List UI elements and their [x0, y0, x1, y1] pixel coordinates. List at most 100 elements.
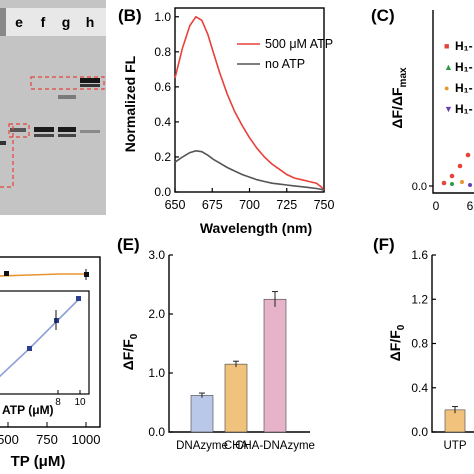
gel-panel: e f g h	[0, 0, 106, 215]
panel-b-xtick-label: 650	[165, 198, 186, 212]
panel-b-x-axis: 650 675 700 725 750	[165, 188, 335, 212]
bar	[190, 395, 214, 433]
panel-e-ylabel-main: ΔF/F	[120, 339, 136, 371]
panel-f-axes	[431, 255, 474, 433]
panel-b-ytick-label: 0.4	[154, 115, 171, 129]
panel-d-inset-xtick-label: 10	[74, 397, 86, 408]
panel-b-ytick-label: 0.8	[154, 45, 171, 59]
panel-d-main-curve	[0, 273, 88, 277]
panel-f-ylabel-main: ΔF/F	[387, 330, 403, 362]
gel-lane-label-strip	[0, 8, 106, 36]
panel-c-ylabel-main: ΔF/ΔF	[389, 87, 405, 129]
panel-label-b: (B)	[118, 6, 142, 25]
gel-lane-label-g: g	[62, 14, 71, 30]
gel-band	[34, 127, 54, 132]
gel-band	[58, 127, 76, 132]
panel-c-point	[450, 182, 454, 186]
panel-b-ytick-label: 1.0	[154, 10, 171, 24]
panel-d-point	[4, 271, 9, 276]
gel-lane-label-e: e	[15, 14, 23, 30]
bar-category-label: CHA	[224, 440, 249, 452]
bar-ytick-label: 0.0	[148, 425, 165, 439]
panel-c-point	[457, 163, 463, 169]
panel-f: (F) ΔF/F0 0.0 0.4 0.8 1.2 1.6 UTP	[373, 235, 474, 452]
bar-category-label: DNAzyme	[176, 440, 228, 452]
panel-b-legend-label: no ATP	[265, 57, 305, 71]
gel-band	[10, 128, 26, 132]
bar	[263, 298, 287, 433]
panel-e-y-axis: 0.0 1.0 2.0 3.0	[148, 248, 173, 439]
panel-c-legend: ■ H₁- ▲ H₁- ● H₁- ▼ H₁-	[444, 39, 473, 116]
panel-b-xtick-label: 700	[239, 198, 260, 212]
panel-c-ytick-label: 0.0	[412, 181, 427, 193]
panel-d-inset-fit	[0, 299, 79, 378]
panel-label-c: (C)	[371, 6, 395, 25]
panel-c-point	[449, 173, 455, 179]
panel-b-series-line-0	[174, 15, 325, 191]
panel-b-ytick-label: 0.2	[154, 150, 171, 164]
bar-ytick-label: 1.6	[411, 248, 428, 262]
panel-b-xtick-label: 675	[202, 198, 223, 212]
gel-highlight-box	[8, 123, 30, 138]
panel-b-ytick-label: 0.0	[154, 185, 171, 199]
bar-category-label: UTP	[444, 440, 467, 452]
panel-d-inset-point	[76, 296, 81, 301]
panel-c-point	[460, 180, 464, 184]
panel-b-xtick-label: 750	[314, 198, 335, 212]
bar-ytick-label: 3.0	[148, 248, 165, 262]
panel-f-y-axis: 0.0 0.4 0.8 1.2 1.6	[411, 248, 436, 439]
panel-f-ylabel: ΔF/F0	[387, 324, 407, 361]
gel-band	[80, 84, 100, 87]
panel-d-xtick-label: 750	[36, 432, 58, 447]
panel-c-xtick-label: 6	[467, 199, 474, 213]
panel-e-ylabel-sub: 0	[129, 333, 140, 339]
gel-band	[80, 130, 100, 133]
bar	[224, 363, 248, 433]
panel-b-legend-label: 500 μM ATP	[265, 37, 333, 51]
panel-f-ylabel-sub: 0	[396, 324, 407, 330]
bar-ytick-label: 0.4	[411, 381, 428, 395]
panel-e: (E) ΔF/F0 0.0 1.0 2.0 3.0 DNAzymeCHACHA-DNA…	[117, 235, 315, 452]
panel-d-inset-xlabel: ATP (μM)	[2, 403, 54, 417]
panel-c: (C) ΔF/ΔFmax 0.0 0 6 ■ H₁- ▲ H₁- ● H₁- ▼…	[371, 6, 474, 213]
gel-band	[58, 134, 76, 137]
panel-c-point	[441, 180, 447, 186]
panel-c-xtick-label: 0	[433, 199, 440, 213]
gel-band	[80, 78, 100, 83]
panel-b-xlabel: Wavelength (nm)	[200, 220, 312, 236]
gel-lane-separator	[0, 8, 6, 36]
panel-c-ylabel-sub: max	[398, 67, 409, 87]
panel-d-inset-frame	[0, 290, 90, 395]
gel-band	[0, 141, 6, 145]
legend-marker-red: ■	[444, 41, 449, 51]
legend-entry: H₁-	[455, 39, 473, 53]
panel-d-inset-xtick-label: 8	[55, 397, 61, 408]
legend-entry: H₁-	[455, 81, 473, 95]
gel-band	[34, 134, 54, 137]
panel-d-plot-frame	[0, 256, 101, 428]
bar-ytick-label: 2.0	[148, 307, 165, 321]
bar-category-label: CHA-DNAzyme	[235, 440, 315, 452]
panel-b-ytick-label: 0.6	[154, 80, 171, 94]
panel-b: (B) Normalized FL Wavelength (nm) 0.0 0.2…	[118, 6, 334, 236]
panel-d-inset-point	[27, 346, 32, 351]
panel-d: 8 10 ATP (μM) 500 750 1000 TP (μM)	[0, 256, 101, 470]
panel-b-plot-frame	[174, 7, 325, 193]
panel-d-xtick-label: 500	[0, 432, 19, 447]
bar-ytick-label: 1.2	[411, 292, 428, 306]
panel-c-point	[465, 152, 471, 158]
gel-band	[58, 95, 76, 99]
bar-ytick-label: 0.0	[411, 425, 428, 439]
gel-lane-label-f: f	[41, 14, 46, 30]
legend-marker-orange: ●	[444, 83, 449, 93]
bar-ytick-label: 0.8	[411, 337, 428, 351]
legend-entry: H₁-	[455, 102, 473, 116]
panel-b-ylabel: Normalized FL	[122, 55, 138, 152]
panel-c-ylabel: ΔF/ΔFmax	[389, 67, 409, 129]
panel-b-series	[174, 15, 325, 191]
panel-c-point	[468, 183, 472, 187]
gel-lane-label-h: h	[86, 14, 95, 30]
panel-e-ylabel: ΔF/F0	[120, 333, 140, 370]
